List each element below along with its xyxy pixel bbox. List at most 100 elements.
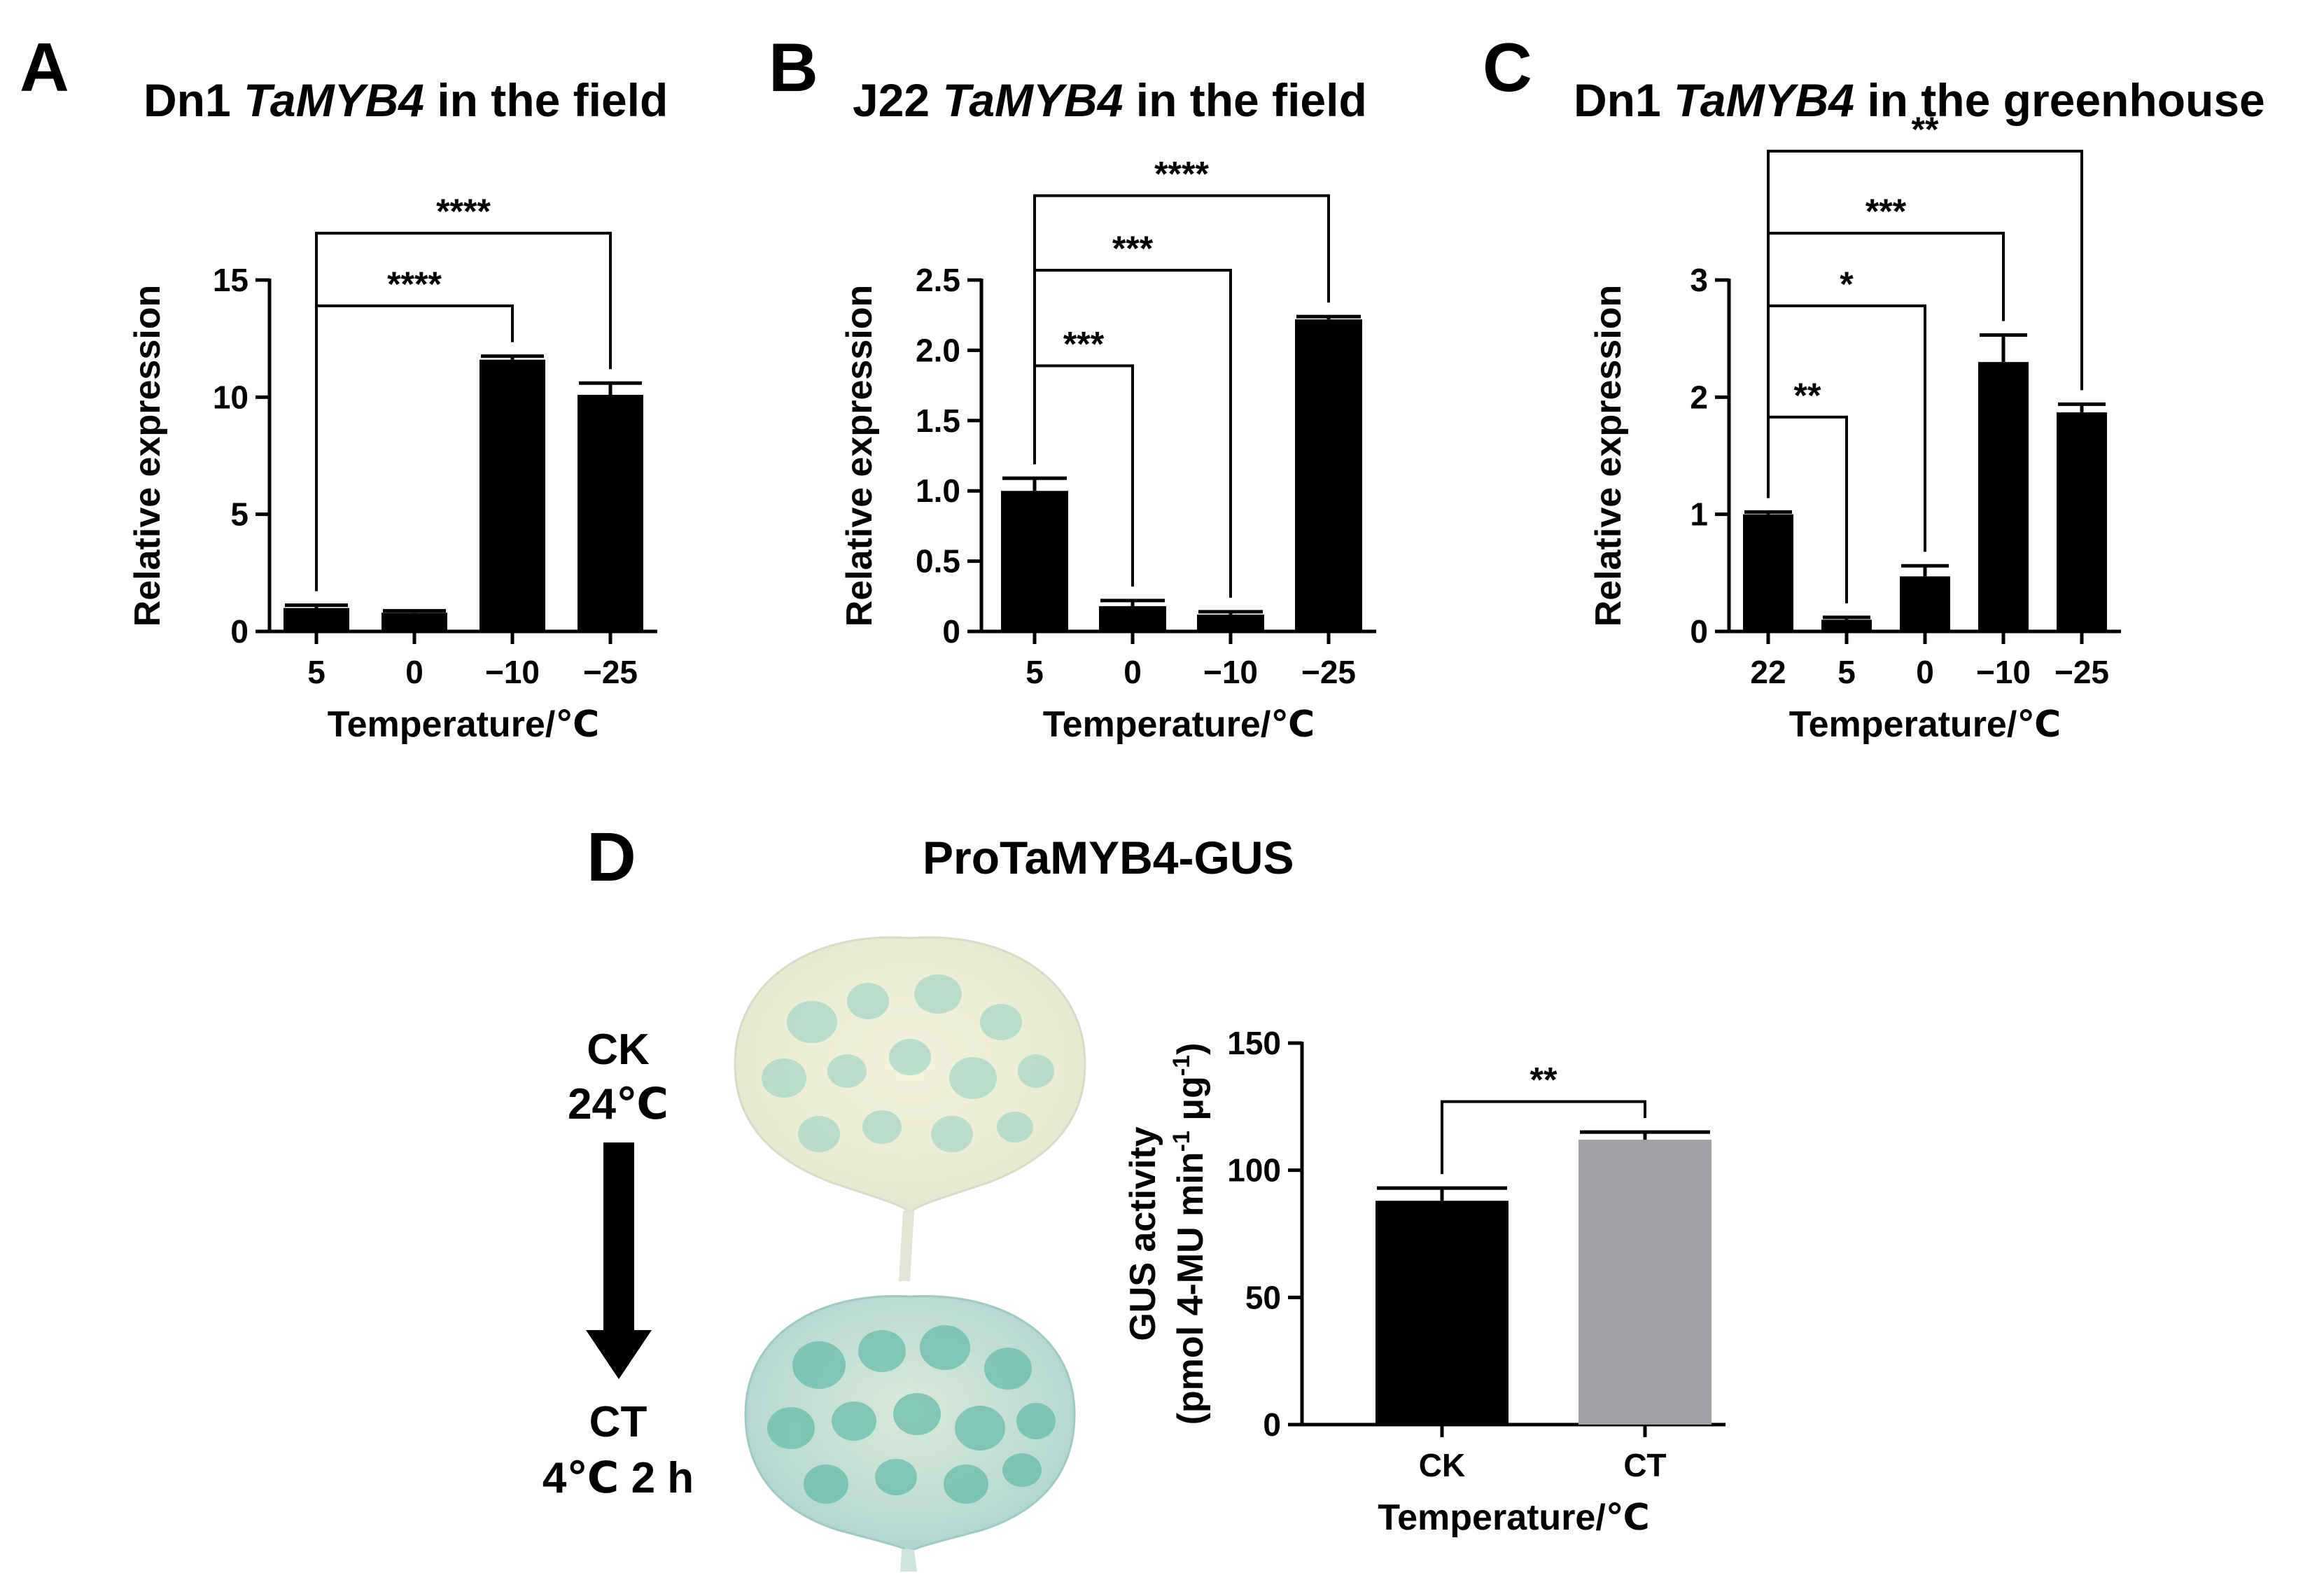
bar-a [479,359,545,631]
panel-letter-c: C [1483,29,1532,106]
x-tick-label-d: CT [1623,1447,1666,1483]
y-tick-label-a: 5 [230,496,248,533]
y-tick-label-d: 100 [1227,1152,1281,1189]
down-arrow-icon [586,1142,652,1379]
chart-a: 0 5 10 15 5 0 −10 −25 **** **** Temperature/℃ Relat… [127,192,657,745]
panel-title-c: Dn1 TaMYB4 in the greenhouse [1574,74,2265,126]
bar-c [2057,412,2107,631]
bar-b [1197,614,1264,631]
panel-title-b: J22 TaMYB4 in the field [853,74,1367,126]
chart-d: 0 50 100 150 CK CT ** Temperature/℃ GUS activity… [1123,1025,1726,1538]
panel-letter-a: A [20,29,69,106]
bar-c [1900,576,1950,631]
y-axis-label-part-d: (pmol 4-MU min [1170,1152,1211,1425]
y-axis-label-part-d: -1 [1168,1055,1195,1076]
bar-c [1978,362,2029,631]
condition-ct-label: CT [589,1398,648,1446]
y-tick-label-c: 0 [1690,613,1708,650]
x-axis-label-b: Temperature/℃ [1043,704,1315,745]
y-axis-label-line2-d: (pmol 4-MU min-1 μg-1) [1168,1043,1211,1425]
condition-ck-temp: 24℃ [568,1080,668,1128]
bar-b [1001,491,1068,631]
x-tick-label-c: 0 [1916,654,1934,690]
y-tick-label-b: 2.0 [916,332,960,368]
x-tick-label-a: 5 [307,654,326,690]
bar-a [382,613,447,631]
x-tick-label-c: −25 [2054,654,2109,690]
panel-title-d: ProTaMYB4-GUS [923,832,1294,883]
y-tick-label-b: 2.5 [916,262,960,298]
y-tick-label-b: 0.5 [916,543,960,580]
y-axis-label-part-d: ) [1170,1043,1211,1055]
significance-label-b: *** [1112,229,1154,268]
chart-b: 00.51.01.52.02.55 0 −10 −25**********Temper… [839,155,1376,745]
panel-title-a: Dn1 TaMYB4 in the field [144,74,668,126]
bar-a [284,608,349,631]
title-c-gene: TaMYB4 [1674,74,1854,126]
significance-label-c: ** [1794,376,1821,415]
significance-label-d: ** [1530,1061,1558,1100]
significance-bracket-c [1767,232,2005,498]
title-a-gene: TaMYB4 [244,74,424,126]
title-b-gene: TaMYB4 [942,74,1123,126]
y-axis-label-b: Relative expression [839,285,880,627]
title-c-suffix: in the greenhouse [1854,74,2265,126]
x-tick-label-b: −25 [1301,654,1356,690]
y-tick-label-d: 150 [1227,1025,1281,1061]
y-axis-label-part-d: -1 [1168,1131,1195,1152]
x-tick-label-b: 5 [1026,654,1044,690]
title-b-prefix: J22 [853,74,942,126]
y-axis-label-c: Relative expression [1588,285,1629,627]
leaf-light-staining-icon [734,936,1086,1281]
leaf-strong-staining-icon [744,1294,1076,1572]
y-axis-label-part-d: μg [1170,1076,1211,1131]
title-a-prefix: Dn1 [144,74,244,126]
significance-label-c: *** [1865,192,1907,231]
bar-c [1743,514,1793,631]
significance-label-c: * [1840,265,1854,304]
x-axis-label-d: Temperature/℃ [1378,1497,1650,1538]
significance-label-c: ** [1912,110,1939,149]
bar-a [578,394,643,631]
bar-d [1376,1201,1508,1425]
condition-ct-temp: 4℃ 2 h [542,1454,694,1502]
x-tick-label-c: −10 [1976,654,2031,690]
y-axis-label-a: Relative expression [127,285,168,627]
y-tick-label-d: 0 [1263,1406,1281,1443]
x-tick-label-a: −25 [583,654,638,690]
x-tick-label-b: 0 [1124,654,1142,690]
y-tick-label-b: 1.5 [916,403,960,439]
significance-bracket-d [1441,1100,1646,1175]
x-tick-label-c: 5 [1837,654,1856,690]
condition-ck-label: CK [587,1026,650,1074]
y-tick-label-a: 15 [213,262,248,298]
panel-letter-b: B [769,29,818,106]
significance-bracket-a [315,232,612,592]
y-tick-label-d: 50 [1245,1279,1281,1315]
y-tick-label-b: 1.0 [916,473,960,509]
y-axis-label-line1-d: GUS activity [1123,1126,1163,1341]
significance-label-a: **** [436,192,491,231]
x-axis-label-c: Temperature/℃ [1789,704,2062,745]
significance-label-a: **** [387,265,442,304]
y-tick-label-a: 0 [230,613,248,650]
y-tick-label-c: 3 [1690,262,1708,298]
y-tick-label-c: 1 [1690,496,1708,533]
significance-bracket-b [1033,194,1330,465]
x-tick-label-a: −10 [485,654,540,690]
panel-letter-d: D [587,818,636,895]
significance-bracket-c [1767,149,2083,498]
significance-label-b: *** [1063,324,1105,363]
bar-c [1821,620,1872,631]
bar-d [1578,1140,1712,1425]
y-tick-label-a: 10 [213,379,248,415]
x-tick-label-a: 0 [405,654,424,690]
x-axis-label-a: Temperature/℃ [328,704,600,745]
title-c-prefix: Dn1 [1574,74,1674,126]
x-tick-label-d: CK [1419,1447,1465,1483]
significance-label-b: **** [1154,155,1209,194]
title-b-suffix: in the field [1123,74,1366,126]
y-tick-label-c: 2 [1690,379,1708,415]
